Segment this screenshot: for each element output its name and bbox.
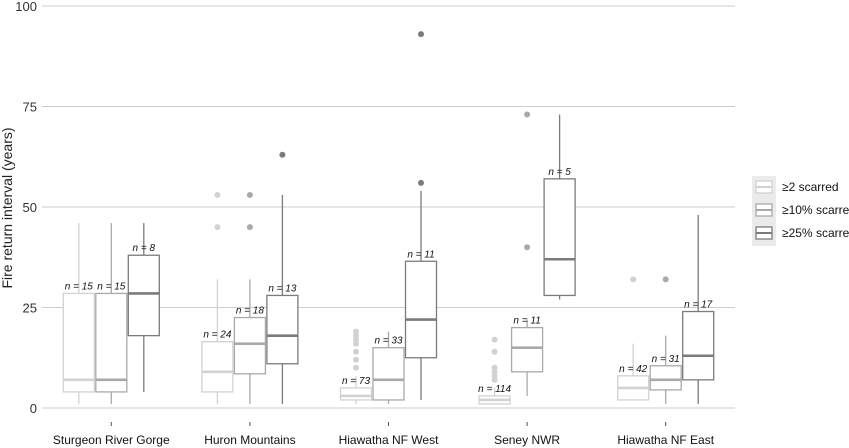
outlier-point	[214, 191, 221, 198]
outlier-point	[353, 364, 359, 371]
box-1-2: n = 13	[266, 151, 299, 404]
box-3-1: n = 11	[510, 111, 544, 396]
y-axis-label: Fire return interval (years)	[0, 127, 15, 288]
y-tick-label: 0	[30, 401, 37, 416]
box-2-2: n = 11	[404, 31, 438, 400]
box-body	[339, 387, 373, 401]
x-tick-label: Huron Mountains	[204, 433, 295, 447]
n-label: n = 18	[236, 306, 265, 317]
outlier-point	[524, 111, 531, 118]
x-tick-label: Hiawatha NF East	[617, 433, 714, 447]
box-4-2: n = 17	[682, 215, 715, 404]
y-axis-ticks: 0 25 50 75 100	[15, 0, 37, 416]
n-label: n = 17	[684, 300, 713, 311]
outlier-point	[418, 179, 424, 186]
outlier-point	[246, 191, 253, 198]
n-label: n = 5	[548, 167, 571, 178]
box-0-1: n = 15	[95, 223, 128, 404]
outlier-point	[246, 224, 253, 231]
n-label: n = 42	[619, 364, 648, 375]
box-4-1: n = 31	[649, 276, 682, 404]
box-body	[649, 365, 682, 391]
n-label: n = 13	[268, 283, 297, 294]
x-axis-ticks: Sturgeon River Gorge Huron Mountains Hiawa…	[53, 422, 715, 447]
x-tick-label: Hiawatha NF West	[339, 433, 439, 447]
box-3-0: n = 114	[478, 336, 511, 405]
outlier-point	[524, 244, 531, 251]
box-body	[233, 316, 267, 375]
box-1-1: n = 18	[233, 191, 267, 404]
box-4-0: n = 42	[617, 276, 650, 401]
n-label: n = 8	[133, 243, 156, 254]
outlier-point	[662, 276, 669, 283]
n-label: n = 11	[407, 249, 434, 260]
n-label: n = 33	[374, 336, 403, 347]
box-0-2: n = 8	[127, 223, 160, 392]
box-body	[510, 326, 544, 373]
box-1-0: n = 24	[201, 191, 234, 404]
outlier-point	[491, 348, 498, 355]
boxes: n = 15 n = 15 n = 8 n = 24 n = 18 n = 13 n = 7…	[62, 31, 715, 405]
box-body	[543, 178, 576, 297]
box-body	[372, 347, 405, 401]
x-tick-label: Sturgeon River Gorge	[53, 433, 170, 447]
legend-key-1: ≥10% scarred	[755, 203, 849, 217]
n-label: n = 15	[65, 281, 94, 292]
box-0-0: n = 15	[62, 223, 95, 404]
legend-label: ≥10% scarred	[782, 203, 849, 217]
outlier-point	[353, 356, 359, 363]
n-label: n = 31	[652, 354, 680, 365]
legend-key-0: ≥2 scarred	[755, 180, 839, 194]
outlier-point	[630, 276, 637, 283]
y-tick-label: 25	[23, 301, 37, 316]
box-body	[95, 292, 128, 393]
y-tick-label: 75	[23, 100, 37, 115]
outlier-point	[353, 348, 359, 355]
outlier-point	[418, 31, 424, 38]
n-label: n = 73	[342, 376, 371, 387]
outlier-point	[353, 328, 359, 335]
legend-label: ≥2 scarred	[782, 180, 839, 194]
n-label: n = 11	[513, 316, 540, 327]
legend-key-2: ≥25% scarred	[755, 226, 849, 240]
box-body	[404, 260, 438, 359]
n-label: n = 15	[97, 281, 126, 292]
box-body	[62, 292, 95, 393]
n-label: n = 114	[478, 384, 511, 395]
box-3-2: n = 5	[543, 114, 576, 300]
y-tick-label: 100	[15, 0, 37, 14]
outlier-point	[214, 224, 221, 231]
x-tick-label: Seney NWR	[494, 433, 560, 447]
box-2-0: n = 73	[339, 328, 373, 404]
n-label: n = 24	[203, 330, 232, 341]
outlier-point	[491, 364, 498, 371]
legend: ≥2 scarred ≥10% scarred ≥25% scarred	[752, 176, 849, 246]
legend-label: ≥25% scarred	[782, 226, 849, 240]
box-body	[201, 341, 234, 393]
box-body	[266, 294, 299, 365]
outlier-point	[491, 336, 498, 343]
y-tick-label: 50	[23, 200, 37, 215]
box-2-1: n = 33	[372, 331, 405, 404]
outlier-point	[279, 151, 286, 158]
box-body	[127, 254, 160, 337]
box-body	[682, 310, 715, 381]
